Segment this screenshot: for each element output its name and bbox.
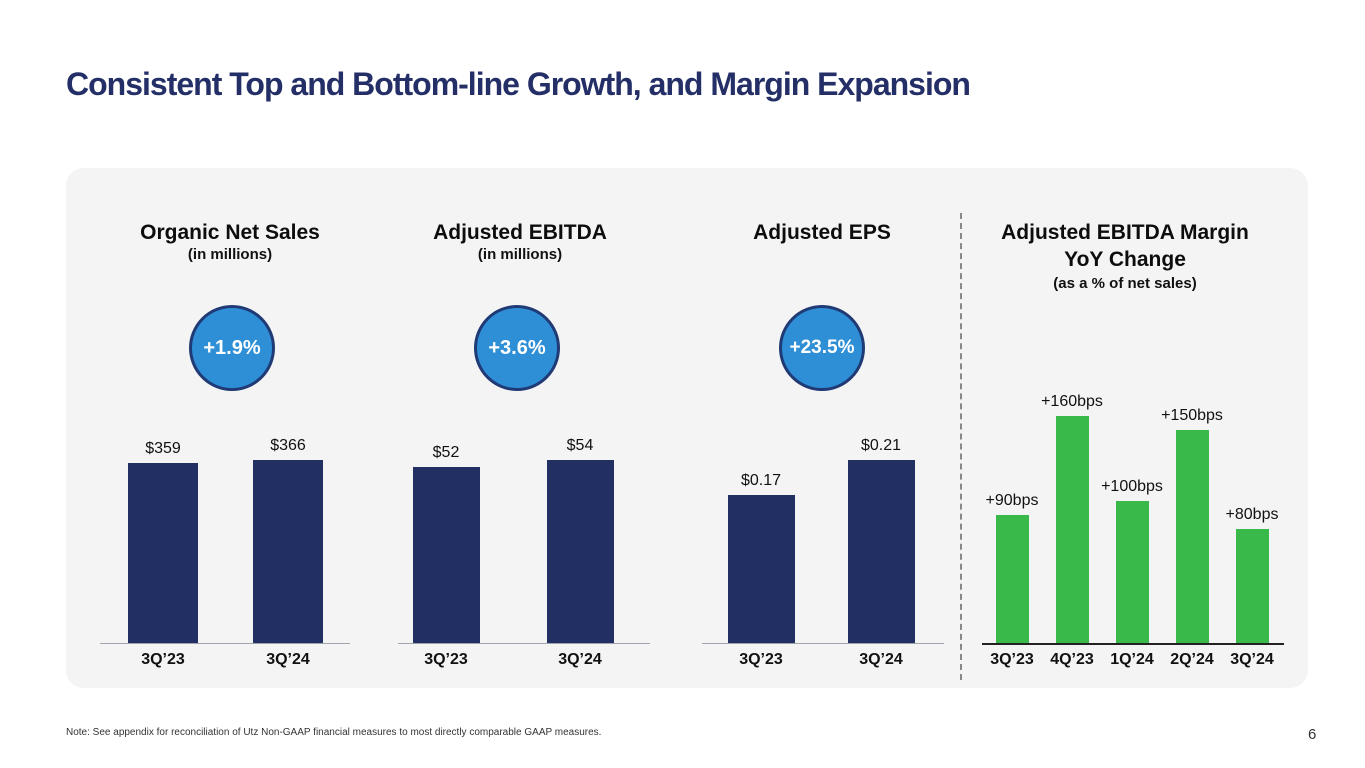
data-label-ebitda-margin: +90bps [985, 492, 1039, 509]
chart-title-ebitda-margin-line2: YoY Change [1064, 248, 1186, 271]
x-tick-label-ebitda-margin: 3Q’24 [1230, 651, 1274, 668]
x-tick-label-ebitda-margin: 2Q’24 [1170, 651, 1214, 668]
bar-ebitda-margin [1115, 501, 1149, 643]
data-label-ebitda-margin: +80bps [1225, 506, 1279, 523]
bar-organic-net-sales [128, 463, 198, 643]
growth-badge-adjusted-ebitda: +3.6% [474, 305, 560, 391]
bar-adjusted-eps [847, 460, 915, 643]
x-tick-label-ebitda-margin: 4Q’23 [1050, 651, 1094, 668]
bar-organic-net-sales [253, 460, 323, 643]
bar-adjusted-ebitda [412, 467, 480, 643]
data-label-adjusted-eps: $0.17 [740, 472, 782, 489]
growth-badge-organic-net-sales: +1.9% [189, 305, 275, 391]
page-number: 6 [1308, 726, 1317, 743]
footnote: Note: See appendix for reconciliation of… [66, 727, 602, 738]
chart-subtitle-organic-net-sales: (in millions) [187, 246, 273, 263]
x-tick-label-ebitda-margin: 1Q’24 [1110, 651, 1154, 668]
x-axis-adjusted-eps [702, 643, 944, 644]
chart-title-adjusted-ebitda: Adjusted EBITDA [433, 221, 607, 244]
chart-title-organic-net-sales: Organic Net Sales [140, 221, 320, 244]
data-label-adjusted-eps: $0.21 [860, 437, 902, 454]
bar-ebitda-margin [1235, 529, 1269, 643]
growth-badge-adjusted-eps: +23.5% [779, 305, 865, 391]
bar-adjusted-ebitda [546, 460, 614, 643]
chart-title-ebitda-margin-line1: Adjusted EBITDA Margin [1001, 221, 1249, 244]
data-label-organic-net-sales: $359 [145, 440, 181, 457]
x-tick-label-adjusted-ebitda: 3Q’23 [424, 651, 468, 668]
bar-ebitda-margin [1055, 416, 1089, 643]
x-axis-adjusted-ebitda [398, 643, 650, 644]
x-axis-ebitda-margin [982, 643, 1284, 645]
bar-adjusted-eps [727, 495, 795, 643]
chart-title-adjusted-eps: Adjusted EPS [753, 221, 891, 244]
chart-subtitle-adjusted-ebitda: (in millions) [477, 246, 563, 263]
page-title: Consistent Top and Bottom-line Growth, a… [66, 66, 971, 102]
data-label-ebitda-margin: +160bps [1041, 393, 1103, 410]
x-tick-label-adjusted-ebitda: 3Q’24 [558, 651, 602, 668]
x-tick-label-organic-net-sales: 3Q’24 [266, 651, 310, 668]
data-label-ebitda-margin: +100bps [1101, 478, 1163, 495]
x-tick-label-organic-net-sales: 3Q’23 [141, 651, 185, 668]
data-label-ebitda-margin: +150bps [1161, 407, 1223, 424]
section-divider [960, 213, 962, 680]
x-tick-label-adjusted-eps: 3Q’24 [859, 651, 903, 668]
data-label-organic-net-sales: $366 [270, 437, 306, 454]
x-axis-organic-net-sales [100, 643, 350, 644]
bar-ebitda-margin [1175, 430, 1209, 643]
data-label-adjusted-ebitda: $54 [566, 437, 594, 454]
data-label-adjusted-ebitda: $52 [432, 444, 460, 461]
chart-subtitle-ebitda-margin: (as a % of net sales) [1053, 275, 1197, 292]
bar-ebitda-margin [995, 515, 1029, 643]
x-tick-label-ebitda-margin: 3Q’23 [990, 651, 1034, 668]
x-tick-label-adjusted-eps: 3Q’23 [739, 651, 783, 668]
